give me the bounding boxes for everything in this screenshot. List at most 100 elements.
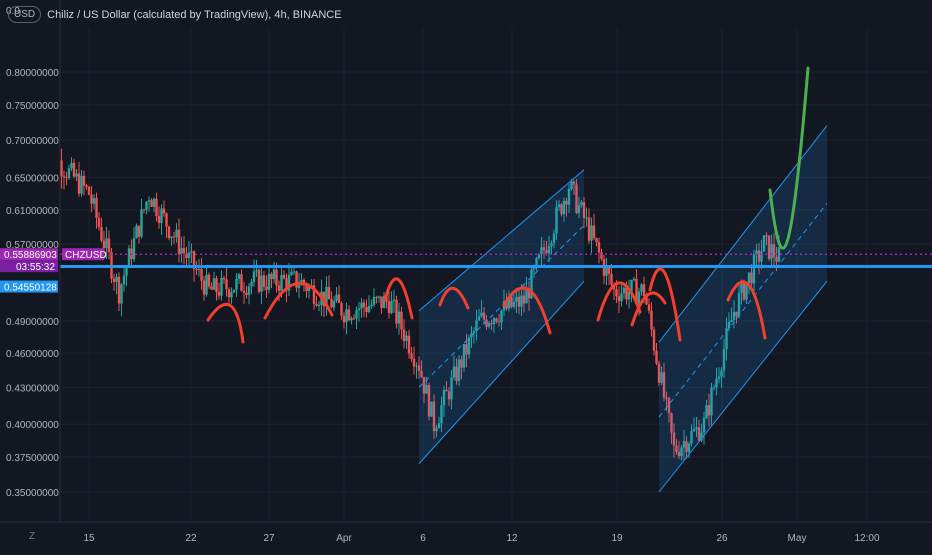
candle-body-116 [332, 300, 336, 308]
candle-body-219 [590, 225, 593, 241]
candle-body-152 [422, 376, 426, 394]
candle-body-33 [125, 267, 128, 276]
candle-body-110 [317, 304, 321, 306]
candle-body-185 [505, 301, 508, 309]
candle-body-261 [695, 427, 698, 430]
currency-badge[interactable]: USD [8, 6, 42, 23]
line-price-tag [0, 280, 58, 293]
candle-body-218 [587, 217, 591, 241]
candle-body-74 [227, 289, 231, 298]
candle-body-55 [180, 248, 183, 254]
candle-body-9 [65, 177, 68, 179]
candle-body-233 [625, 287, 628, 300]
candle-body-164 [452, 366, 456, 378]
candle-body-215 [580, 202, 583, 206]
candle-body-135 [380, 296, 383, 308]
candle-body-176 [482, 312, 486, 320]
candle-body-174 [477, 316, 481, 321]
candle-body-204 [552, 233, 556, 244]
candle-body-196 [532, 267, 536, 270]
candle-body-113 [325, 286, 328, 307]
candle-body-88 [262, 275, 266, 287]
candle-body-249 [665, 397, 668, 399]
candle-body-26 [107, 238, 111, 253]
candle-body-19 [90, 194, 93, 204]
candle-body-14 [77, 173, 81, 194]
candle-body-141 [395, 299, 398, 324]
candle-body-63 [200, 268, 203, 281]
candle-body-173 [475, 320, 478, 331]
candle-body-197 [535, 258, 538, 268]
candle-body-46 [157, 216, 161, 223]
candle-body-179 [490, 323, 493, 325]
candle-body-290 [767, 235, 771, 259]
candle-body-253 [675, 445, 678, 452]
line-price-label: 0.54550128 [4, 283, 57, 294]
y-tick-label-0: 0.80000000 [6, 68, 59, 79]
candle-body-49 [165, 213, 168, 227]
candle-body-227 [610, 273, 613, 285]
candle-body-117 [335, 294, 338, 301]
candle-body-124 [352, 318, 356, 320]
candle-body-39 [140, 209, 143, 237]
candle-body-68 [212, 278, 216, 290]
candle-body-262 [697, 427, 701, 441]
candle-body-122 [347, 309, 351, 321]
candle-body-236 [632, 278, 636, 281]
zoom-button[interactable]: Z [28, 531, 36, 542]
candle-body-267 [710, 387, 713, 416]
red-arc-drawing-4 [502, 286, 552, 335]
candle-body-64 [202, 280, 206, 295]
candle-body-229 [615, 289, 618, 297]
channel-fill-0 [419, 169, 584, 464]
candle-body-133 [375, 297, 378, 299]
chart-title: Chiliz / US Dollar (calculated by Tradin… [47, 8, 342, 21]
red-arc-drawing-2 [383, 277, 414, 320]
candle-body-284 [752, 254, 756, 284]
candle-body-250 [667, 398, 671, 414]
candle-body-160 [442, 389, 446, 406]
last-price-tag [0, 248, 58, 261]
candle-body-276 [732, 311, 736, 320]
red-arc-drawing-1 [263, 281, 334, 320]
candle-body-90 [267, 273, 271, 290]
candle-body-47 [160, 208, 163, 223]
candle-body-192 [522, 295, 526, 304]
candle-body-79 [240, 274, 243, 291]
candle-body-231 [620, 293, 623, 302]
candle-body-278 [737, 292, 741, 317]
candle-body-136 [382, 296, 386, 308]
candle-body-237 [635, 278, 638, 304]
x-tick-label-9: 12:00 [854, 533, 879, 544]
candle-body-57 [185, 253, 188, 259]
candle-body-285 [755, 250, 758, 255]
candle-body-194 [527, 289, 531, 299]
candle-body-37 [135, 225, 138, 239]
candle-body-247 [660, 372, 663, 383]
candle-body-148 [412, 358, 416, 367]
candle-body-259 [690, 431, 693, 444]
candle-body-217 [585, 217, 588, 219]
candle-body-41 [145, 201, 148, 210]
candle-body-53 [175, 229, 178, 238]
candle-body-138 [387, 301, 391, 314]
candle-body-155 [430, 401, 433, 417]
candle-body-193 [525, 289, 528, 304]
candle-body-118 [337, 294, 341, 303]
candle-body-12 [72, 162, 76, 177]
y-tick-label-11: 0.35000000 [6, 488, 59, 499]
candle-body-29 [115, 276, 118, 282]
candle-body-158 [437, 423, 441, 429]
candle-body-222 [597, 242, 601, 253]
candle-body-161 [445, 389, 448, 392]
candle-body-17 [85, 185, 88, 187]
candle-body-121 [345, 309, 348, 323]
candle-body-131 [370, 304, 373, 307]
candle-body-277 [735, 311, 738, 317]
candle-body-93 [275, 269, 278, 286]
candle-body-140 [392, 299, 396, 301]
candle-body-119 [340, 302, 343, 316]
candle-body-256 [682, 441, 686, 448]
